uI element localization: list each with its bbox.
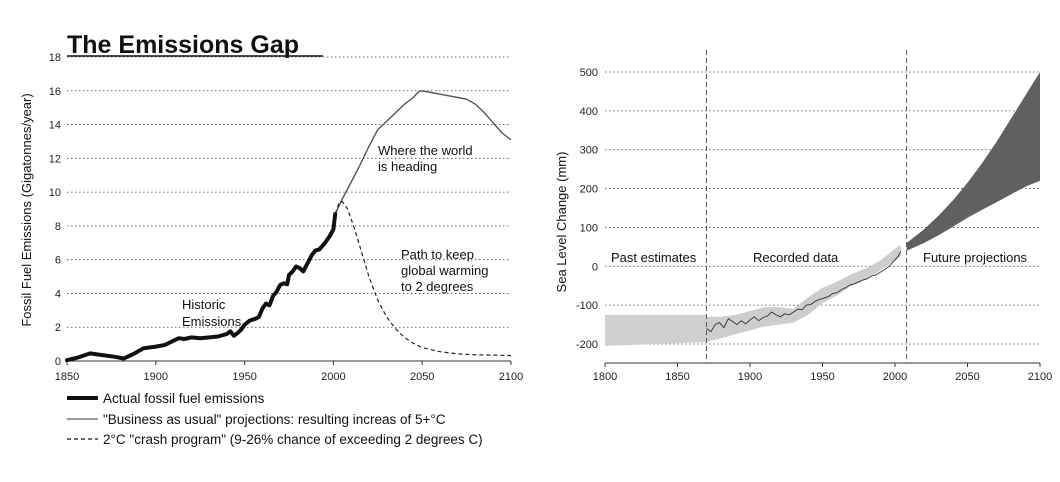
annotation-historic-line-2: Emissions (182, 314, 242, 329)
series-line-business-as-usual (334, 90, 512, 215)
emissions-y-tick-label: 10 (49, 187, 61, 199)
sea-level-x-tick-label: 1850 (665, 371, 689, 383)
series-line-crash-program (334, 200, 512, 357)
annotation-heading-line-2: is heading (378, 159, 437, 174)
emissions-y-tick-label: 12 (49, 153, 61, 165)
legend: Actual fossil fuel emissions "Business a… (67, 391, 483, 447)
legend-label-actual: Actual fossil fuel emissions (103, 391, 265, 406)
recorded-data-line (706, 251, 902, 333)
emissions-x-tick-label: 2050 (410, 371, 434, 383)
emissions-y-tick-label: 8 (55, 221, 61, 233)
sea-level-y-tick-label: 200 (580, 184, 598, 196)
chart-title: The Emissions Gap (67, 31, 299, 59)
annotation-historic-line-1: Historic (182, 297, 226, 312)
emissions-series (65, 90, 512, 363)
sea-level-chart: -200 -100 0 100 200 300 400 500 1800 1850 1900 195… (554, 50, 1052, 383)
series-line-actual-emissions (65, 212, 338, 363)
emissions-y-tick-label: 18 (49, 52, 61, 64)
emissions-x-tick-label: 2100 (499, 371, 523, 383)
sea-level-y-tick-label: 500 (580, 67, 598, 79)
region-label-future-projections: Future projections (923, 250, 1028, 265)
region-label-recorded-data: Recorded data (753, 250, 839, 265)
emissions-x-tick-label: 1850 (55, 371, 79, 383)
sea-level-x-tick-label: 2050 (955, 371, 979, 383)
emissions-x-tick-label: 2000 (321, 371, 345, 383)
past-estimates-band (605, 314, 707, 346)
sea-level-y-tick-label: -200 (576, 339, 598, 351)
sea-level-y-axis-title: Sea Level Change (mm) (554, 152, 569, 293)
sea-level-y-tick-label: 400 (580, 106, 598, 118)
sea-level-y-tick-label: 100 (580, 222, 598, 234)
legend-label-crash-program: 2°C "crash program" (9-26% chance of exc… (103, 432, 483, 447)
sea-level-y-tick-label: 300 (580, 145, 598, 157)
sea-level-x-tick-label: 1800 (593, 371, 617, 383)
sea-level-dividers (706, 50, 908, 363)
emissions-x-tick-label: 1950 (232, 371, 256, 383)
legend-label-business-as-usual: "Business as usual" projections: resulti… (103, 412, 446, 427)
emissions-y-tick-label: 4 (55, 288, 61, 300)
annotation-path-line-3: to 2 degrees (401, 279, 474, 294)
annotation-path-line-2: global warming (401, 263, 488, 278)
sea-level-y-ticks: -200 -100 0 100 200 300 400 500 (576, 67, 598, 351)
sea-level-x-tick-label: 2000 (883, 371, 907, 383)
emissions-gridlines (67, 56, 511, 362)
emissions-y-ticks: 0 2 4 6 8 10 12 14 16 18 (49, 52, 61, 368)
emissions-y-tick-label: 2 (55, 322, 61, 334)
emissions-y-tick-label: 0 (55, 356, 61, 368)
sea-level-bands (605, 72, 1040, 346)
sea-level-x-ticks: 1800 1850 1900 1950 2000 2050 2100 (593, 363, 1052, 383)
emissions-y-axis-title: Fossil Fuel Emissions (Gigatonnes/year) (19, 93, 34, 326)
emissions-y-tick-label: 6 (55, 255, 61, 267)
annotation-path-line-1: Path to keep (401, 247, 474, 262)
emissions-chart: The Emissions Gap 0 2 4 6 8 10 12 14 16 18 1850 19… (19, 31, 523, 383)
region-label-past-estimates: Past estimates (611, 250, 697, 265)
sea-level-x-tick-label: 2100 (1028, 371, 1052, 383)
emissions-y-tick-label: 16 (49, 86, 61, 98)
emissions-y-tick-label: 14 (49, 120, 61, 132)
sea-level-y-tick-label: 0 (592, 261, 598, 273)
future-projections-band (906, 72, 1040, 251)
sea-level-gridlines (605, 71, 1040, 364)
sea-level-x-tick-label: 1950 (810, 371, 834, 383)
sea-level-x-tick-label: 1900 (738, 371, 762, 383)
emissions-x-ticks: 1850 1900 1950 2000 2050 2100 (55, 361, 523, 383)
sea-level-y-tick-label: -100 (576, 300, 598, 312)
emissions-x-tick-label: 1900 (144, 371, 168, 383)
annotation-heading-line-1: Where the world (378, 143, 473, 158)
